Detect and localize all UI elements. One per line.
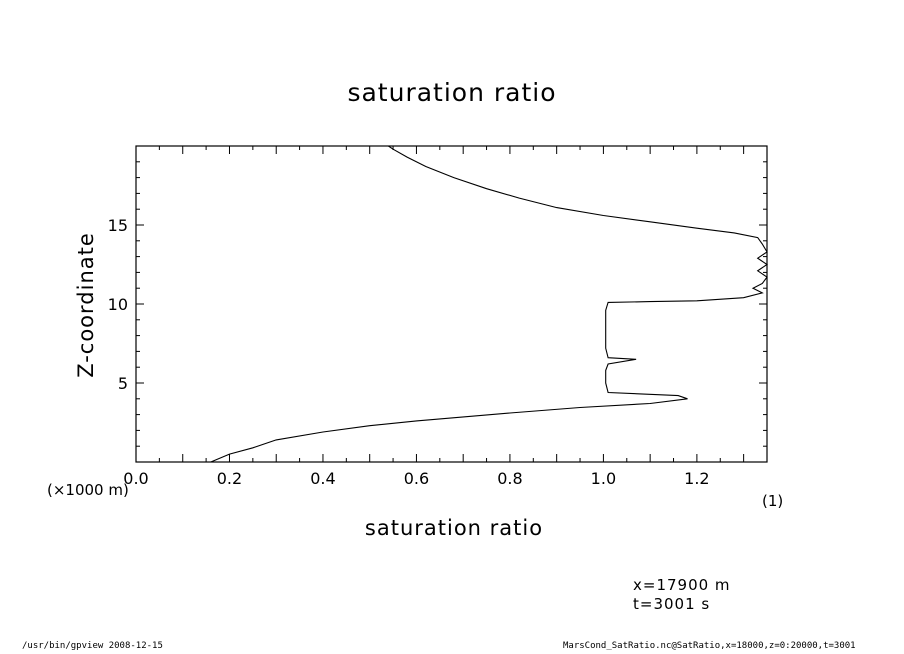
x-tick-label: 1.0 xyxy=(591,469,616,488)
x-unit-label: (1) xyxy=(762,492,784,510)
coord-t-annotation: t=3001 s xyxy=(633,595,711,613)
x-tick-label: 0.6 xyxy=(404,469,429,488)
x-tick-label: 0.0 xyxy=(123,469,148,488)
chart-title: saturation ratio xyxy=(347,78,557,107)
y-axis-label: Z-coordinate xyxy=(74,232,98,378)
coord-x-annotation: x=17900 m xyxy=(633,576,731,594)
axis-ticks xyxy=(135,145,768,463)
footer-left: /usr/bin/gpview 2008-12-15 xyxy=(22,641,163,651)
y-tick-label: 10 xyxy=(108,295,128,314)
y-tick-label: 15 xyxy=(108,216,128,235)
plot-frame xyxy=(135,145,768,463)
tick-labels: 0.0 0.2 0.4 0.6 0.8 1.0 1.2 5 10 15 xyxy=(108,216,710,488)
x-tick-label: 0.2 xyxy=(217,469,242,488)
y-unit-label: (×1000 m) xyxy=(47,481,129,499)
x-tick-label: 0.4 xyxy=(310,469,335,488)
y-tick-label: 5 xyxy=(118,374,128,393)
x-tick-label: 1.2 xyxy=(684,469,709,488)
footer-right: MarsCond_SatRatio.nc@SatRatio,x=18000,z=… xyxy=(563,641,856,651)
series-line xyxy=(210,145,768,463)
x-axis-label: saturation ratio xyxy=(364,516,544,540)
x-tick-label: 0.8 xyxy=(497,469,522,488)
data-series xyxy=(210,145,768,463)
